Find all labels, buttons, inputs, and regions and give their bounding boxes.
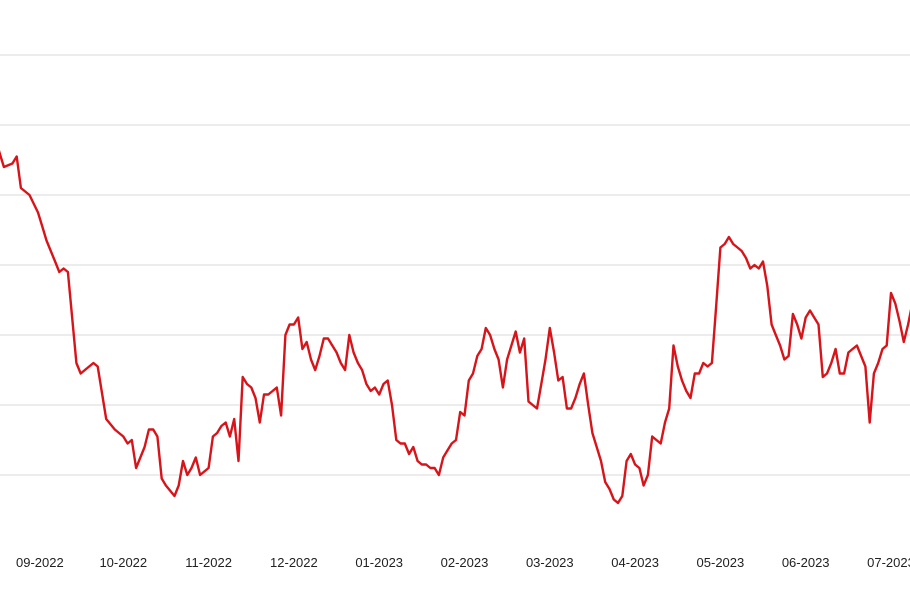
x-tick-label: 07-2023 [867, 555, 910, 570]
x-tick-label: 04-2023 [611, 555, 659, 570]
x-tick-label: 10-2022 [99, 555, 147, 570]
x-tick-label: 12-2022 [270, 555, 318, 570]
x-tick-label: 09-2022 [16, 555, 64, 570]
x-tick-label: 05-2023 [697, 555, 745, 570]
x-tick-label: 02-2023 [441, 555, 489, 570]
x-tick-label: 01-2023 [355, 555, 403, 570]
gridlines [0, 54, 910, 476]
x-tick-label: 03-2023 [526, 555, 574, 570]
x-tick-label: 06-2023 [782, 555, 830, 570]
series-line [0, 150, 910, 505]
x-tick-label: 11-2022 [185, 555, 232, 570]
x-axis-tick-labels: 09-2022 10-2022 11-2022 12-2022 01-2023 02-20… [16, 555, 910, 570]
